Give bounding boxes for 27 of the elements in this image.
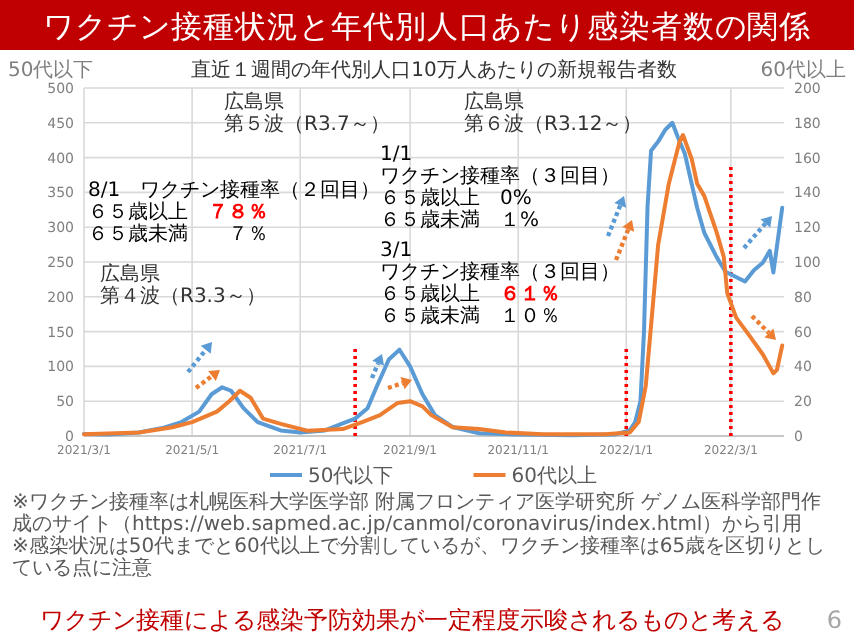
text: ※感染状況は50代までと60代以上で分割しているが、ワクチン接種率は65歳を区切りとしている点に注意	[12, 534, 826, 580]
annotation: 広島県	[224, 90, 284, 114]
annotation: ６５歳未満 １０％	[380, 304, 560, 328]
chart-title: ワクチン接種状況と年代別人口あたり感染者数の関係	[43, 9, 811, 45]
text: ワクチン接種による感染予防効果が一定程度示唆されるものと考える	[40, 606, 784, 634]
text: 6	[826, 606, 842, 634]
legend-label: 60代以上	[511, 464, 597, 488]
annotation: 3/1	[380, 240, 413, 262]
y2-axis-title: 60代以上	[760, 58, 846, 82]
annotation: ６５歳以上 ７８％	[88, 200, 268, 224]
annotation: 広島県	[100, 262, 160, 286]
annotation: 8/1 ワクチン接種率（２回目）	[88, 178, 381, 202]
annotation: ６５歳以上 0%	[380, 186, 532, 210]
legend-label: 50代以下	[308, 464, 394, 488]
annotation: 広島県	[464, 90, 524, 114]
annotation: 1/1	[380, 144, 413, 166]
annotation: 第５波（R3.7～）	[224, 112, 390, 136]
annotation: ６５歳以上 ６１％	[380, 282, 560, 306]
chart-subtitle: 直近１週間の年代別人口10万人あたりの新規報告者数	[191, 58, 677, 82]
annotation: 第６波（R3.12～）	[464, 112, 643, 136]
annotation: ワクチン接種率（３回目）	[380, 164, 620, 188]
annotation: 第４波（R3.3～）	[100, 284, 266, 308]
annotation: ６５歳未満 ７％	[88, 222, 268, 246]
annotation: ワクチン接種率（３回目）	[380, 260, 620, 284]
annotation: ６５歳未満 １%	[380, 208, 540, 232]
text: ※ワクチン接種率は札幌医科大学医学部 附属フロンティア医学研究所 ゲノム医科学部門作成のサイト（https://web.sapmed.ac.jp/canmol/coronavirus/index.html）から引用	[12, 490, 822, 536]
y-axis-title: 50代以下	[8, 58, 94, 82]
